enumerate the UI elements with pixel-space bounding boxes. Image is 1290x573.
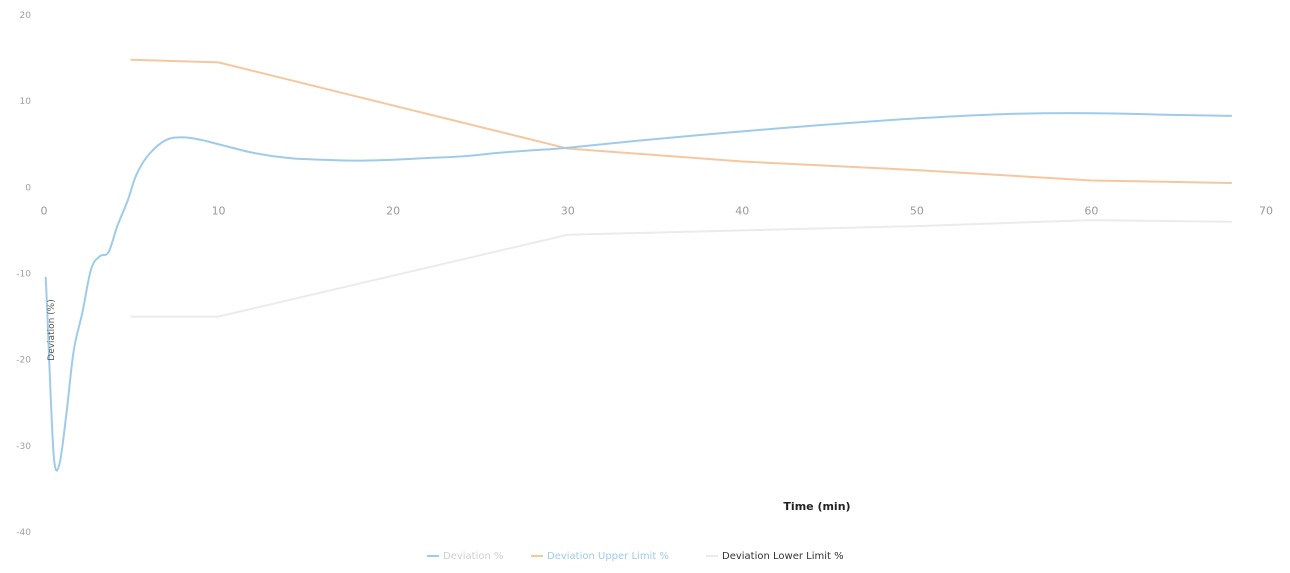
y-axis-label: Deviation (%) xyxy=(47,299,57,360)
legend-label-0: Deviation % xyxy=(443,551,504,562)
legend: Deviation % Deviation Upper Limit % Deviat… xyxy=(427,551,844,562)
y-tick-label: -10 xyxy=(16,270,31,280)
legend-label-2: Deviation Lower Limit % xyxy=(722,551,844,562)
x-tick-label: 10 xyxy=(212,204,226,217)
x-axis-label: Time (min) xyxy=(783,500,850,513)
y-tick-labels: 20 10 0 -10 -20 -30 -40 xyxy=(16,11,31,538)
y-tick-label: -40 xyxy=(16,528,31,538)
y-tick-label: -30 xyxy=(16,442,31,452)
y-tick-label: 0 xyxy=(25,183,31,193)
x-tick-label: 20 xyxy=(386,204,400,217)
series-line-0 xyxy=(44,112,1233,472)
x-tick-labels: 0 10 20 30 40 50 60 70 xyxy=(41,204,1274,217)
y-tick-label: 10 xyxy=(20,97,32,107)
y-tick-label: 20 xyxy=(20,11,32,21)
x-tick-label: 60 xyxy=(1084,204,1098,217)
x-tick-label: 70 xyxy=(1259,204,1273,217)
series-lines xyxy=(44,58,1233,472)
x-tick-label: 50 xyxy=(910,204,924,217)
x-tick-label: 0 xyxy=(41,204,48,217)
series-line-1 xyxy=(130,58,1233,185)
x-tick-label: 30 xyxy=(561,204,575,217)
legend-label-1: Deviation Upper Limit % xyxy=(547,551,669,562)
x-tick-label: 40 xyxy=(735,204,749,217)
y-tick-label: -20 xyxy=(16,356,31,366)
series-line-2 xyxy=(130,219,1233,318)
